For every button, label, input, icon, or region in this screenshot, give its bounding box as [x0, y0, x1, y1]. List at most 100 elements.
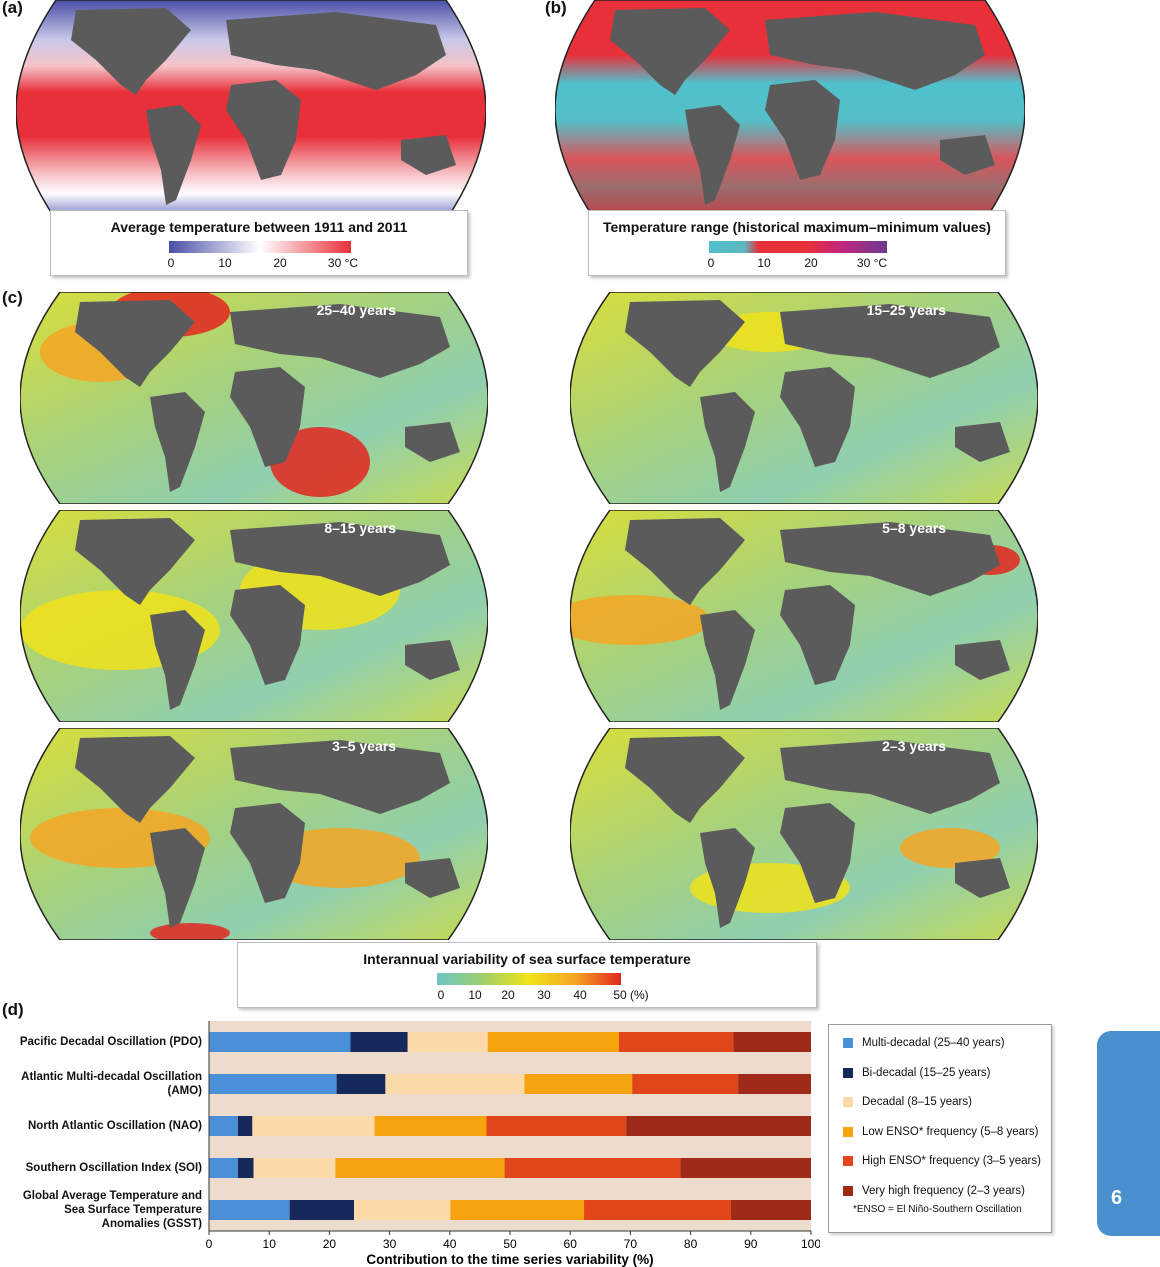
legend-item: Very high frequency (2–3 years) — [843, 1185, 1025, 1197]
period-label: 2–3 years — [882, 738, 946, 754]
period-label: 5–8 years — [882, 520, 946, 536]
x-tick-label: 20 — [323, 1237, 337, 1251]
legend-title: Interannual variability of sea surface t… — [363, 951, 691, 967]
enso-note: *ENSO = El Niño-Southern Oscillation — [853, 1204, 1022, 1215]
bar-segment — [374, 1116, 487, 1136]
bar-segment — [626, 1116, 811, 1136]
chapter-number: 6 — [1111, 1187, 1123, 1209]
period-label: 3–5 years — [332, 738, 396, 754]
bar-segment — [253, 1158, 336, 1178]
bar-segment — [385, 1074, 525, 1094]
x-tick-label: 10 — [263, 1237, 277, 1251]
legend-swatch — [843, 1067, 853, 1078]
colorbar — [709, 241, 887, 253]
colorbar-tick: 20 — [273, 256, 287, 270]
category-label: Atlantic Multi-decadal Oscillation (AMO) — [21, 1071, 202, 1097]
bar-segment — [632, 1074, 739, 1094]
bar-segment — [504, 1158, 681, 1178]
legend-interannual-variability: Interannual variability of sea surface t… — [237, 942, 817, 1008]
legend-label: Very high frequency (2–3 years) — [862, 1184, 1026, 1197]
bar-segment — [336, 1074, 386, 1094]
bar-segment — [487, 1032, 619, 1052]
panel-label-c: (c) — [2, 288, 23, 307]
legend-label: Decadal (8–15 years) — [862, 1096, 972, 1108]
bar-segment — [354, 1200, 451, 1220]
bar-segment — [350, 1032, 408, 1052]
x-tick-label: 100 — [801, 1237, 820, 1251]
legend-label: Low ENSO* frequency (5–8 years) — [862, 1125, 1039, 1138]
colorbar-tick: 20 — [804, 256, 818, 270]
bar-segment — [733, 1032, 811, 1052]
legend-title: Temperature range (historical maximum–mi… — [603, 219, 991, 235]
legend-average-temperature: Average temperature between 1911 and 201… — [50, 210, 468, 276]
colorbar-tick: 10 — [218, 256, 232, 270]
colorbar-tick: 0 — [707, 256, 715, 270]
colorbar-tick: 30 — [537, 988, 551, 1002]
colorbar-tick: 50 (%) — [613, 988, 649, 1002]
stacked-bar-chart: 0 10 20 30 40 50 60 70 80 90 100 Contribution to th… — [206, 1021, 820, 1267]
bar-segment — [407, 1032, 488, 1052]
chapter-tab[interactable]: 6 — [1097, 1031, 1160, 1236]
x-tick-label: 30 — [383, 1237, 397, 1251]
legend-label: High ENSO* frequency (3–5 years) — [862, 1155, 1041, 1167]
variability-map: 25–40 years — [20, 292, 488, 504]
legend-item: Low ENSO* frequency (5–8 years) — [843, 1126, 1038, 1138]
land-masses — [71, 8, 456, 205]
legend-item: High ENSO* frequency (3–5 years) — [843, 1155, 1041, 1167]
x-tick-label: 70 — [624, 1237, 638, 1251]
variability-map: 5–8 years — [570, 510, 1038, 722]
category-label: Global Average Temperature and Sea Surfac… — [22, 1190, 202, 1230]
bar-segment — [680, 1158, 811, 1178]
colorbar-tick: 30 °C — [856, 256, 888, 270]
legend-item: Multi-decadal (25–40 years) — [843, 1037, 1005, 1049]
x-tick-label: 0 — [206, 1237, 213, 1251]
bar-segment — [450, 1200, 585, 1220]
x-axis-label: Contribution to the time series variabil… — [366, 1252, 653, 1267]
category-label: Pacific Decadal Oscillation (PDO) — [19, 1036, 202, 1048]
bar-segment — [237, 1116, 253, 1136]
colorbar-tick: 0 — [437, 988, 445, 1002]
bar-segment — [730, 1200, 811, 1220]
bar-segment — [209, 1074, 337, 1094]
colorbar-tick: 10 — [468, 988, 482, 1002]
x-tick-label: 80 — [684, 1237, 698, 1251]
panel-label-d: (d) — [2, 1000, 24, 1019]
colorbar-tick: 20 — [501, 988, 515, 1002]
legend-label: Bi-decadal (15–25 years) — [862, 1066, 991, 1079]
bar-segment — [237, 1158, 254, 1178]
period-label: 15–25 years — [866, 302, 946, 318]
x-tick-label: 50 — [503, 1237, 517, 1251]
colorbar-tick: 10 — [757, 256, 771, 270]
period-label: 25–40 years — [316, 302, 396, 318]
bar-segment — [335, 1158, 505, 1178]
period-label: 8–15 years — [324, 520, 396, 536]
x-tick-label: 40 — [443, 1237, 457, 1251]
variability-map: 3–5 years — [20, 728, 488, 940]
map-temperature-range — [555, 0, 1025, 220]
legend-swatch — [843, 1185, 853, 1196]
bar-segment — [524, 1074, 633, 1094]
panel-label-b: (b) — [545, 0, 567, 17]
legend-swatch — [843, 1097, 853, 1107]
legend-item: Decadal (8–15 years) — [843, 1096, 972, 1108]
bar-segment — [618, 1032, 734, 1052]
variability-map: 8–15 years — [20, 510, 488, 722]
legend-title: Average temperature between 1911 and 201… — [110, 219, 408, 235]
x-tick-label: 60 — [564, 1237, 578, 1251]
bar-segment — [584, 1200, 731, 1220]
bar-segment — [209, 1032, 351, 1052]
colorbar-tick: 30 °C — [327, 256, 359, 270]
legend-item: Bi-decadal (15–25 years) — [843, 1067, 991, 1079]
variability-map: 15–25 years — [570, 292, 1038, 504]
legend-temperature-range: Temperature range (historical maximum–mi… — [588, 210, 1006, 276]
bar-segment — [289, 1200, 355, 1220]
variability-map: 2–3 years — [570, 728, 1038, 940]
colorbar-tick: 40 — [573, 988, 587, 1002]
bar-segment — [209, 1158, 238, 1178]
bar-segment — [486, 1116, 627, 1136]
colorbar-tick: 0 — [167, 256, 175, 270]
legend-label: Multi-decadal (25–40 years) — [862, 1037, 1005, 1049]
legend-swatch — [843, 1156, 853, 1166]
bar-segment — [252, 1116, 375, 1136]
legend-swatch — [843, 1038, 853, 1048]
